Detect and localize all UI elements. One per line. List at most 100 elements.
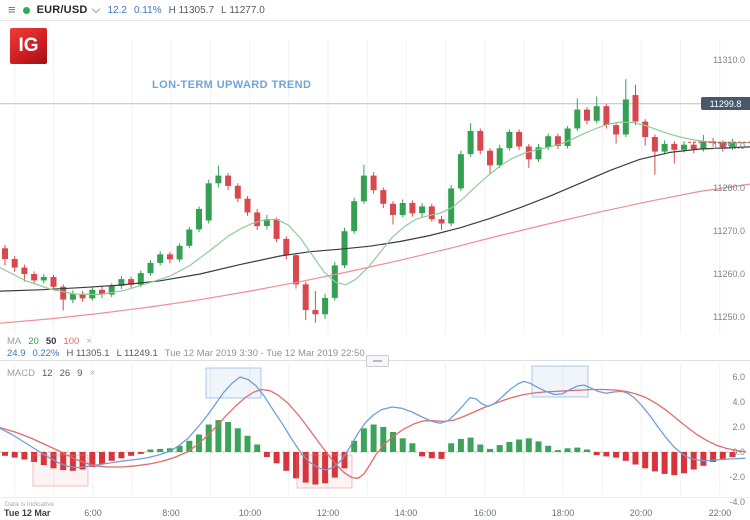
candle-body — [176, 245, 183, 260]
macd-bar — [351, 440, 358, 453]
candle-body — [322, 298, 329, 315]
candle-body — [419, 206, 426, 214]
macd-signal-line — [0, 388, 746, 479]
candle-body — [622, 99, 629, 135]
macd-bar — [710, 452, 717, 462]
candle-body — [128, 279, 135, 285]
macd-bar — [613, 452, 620, 458]
candle-body — [651, 137, 658, 152]
candle-body — [380, 190, 387, 204]
time-tick-label: 6:00 — [84, 508, 102, 518]
ma50-line — [0, 146, 750, 292]
candle-body — [448, 188, 455, 224]
macd-close-icon[interactable]: × — [89, 368, 96, 379]
price-tick-label: 11260.0 — [713, 269, 745, 279]
macd-bar — [157, 448, 164, 452]
candle-body — [196, 208, 202, 230]
macd-bar — [370, 424, 377, 452]
macd-bar — [341, 452, 348, 469]
candle-body — [108, 286, 115, 295]
macd-bar — [535, 441, 542, 452]
candle-body — [487, 150, 493, 166]
ma-legend-name: MA — [7, 336, 22, 347]
trend-annotation-text: LON-TERM UPWARD TREND — [152, 79, 312, 91]
candle-body — [60, 286, 67, 300]
high-label: H — [168, 4, 176, 16]
ma-period-50[interactable]: 50 — [45, 336, 57, 347]
ma-legend: MA 20 50 100 × — [7, 336, 92, 347]
candle-body — [719, 143, 726, 148]
macd-bar — [564, 448, 571, 453]
macd-param-slow[interactable]: 26 — [59, 368, 71, 379]
macd-bar — [700, 452, 707, 466]
candle-body — [535, 147, 542, 160]
macd-bar — [457, 438, 464, 452]
date-label: Tue 12 Mar — [4, 508, 51, 518]
candle-body — [244, 198, 251, 213]
readout-change-pct: 0.22% — [32, 348, 60, 359]
candle-body — [554, 136, 561, 146]
price-tick-label: 11280.0 — [713, 183, 745, 193]
handle-bar-icon — [373, 360, 382, 362]
macd-bar — [283, 452, 290, 471]
panel-collapse-handle[interactable] — [366, 355, 389, 367]
macd-bar — [487, 448, 493, 452]
ma-period-20[interactable]: 20 — [28, 336, 39, 347]
macd-bar — [622, 452, 629, 461]
candle-body — [428, 206, 435, 220]
price-tick-label: 11310.0 — [713, 55, 745, 65]
ma-period-100[interactable]: 100 — [63, 336, 80, 347]
candle-body — [545, 136, 552, 148]
candle-body — [574, 109, 581, 129]
macd-tick-label: 4.0 — [732, 397, 745, 407]
candle-body — [205, 183, 212, 221]
time-axis[interactable]: Data is indicative — [0, 497, 750, 520]
candle-body — [50, 277, 57, 287]
macd-bar — [651, 452, 658, 472]
candle-body — [31, 274, 38, 281]
macd-bar — [409, 443, 416, 453]
ma-close-icon[interactable]: × — [86, 336, 93, 347]
macd-bar — [215, 420, 222, 452]
macd-bar — [69, 452, 76, 471]
macd-bar — [118, 452, 125, 459]
candle-body — [409, 203, 416, 214]
ig-logo: IG — [10, 28, 47, 64]
candle-body — [11, 259, 18, 268]
menu-icon[interactable]: ≡ — [8, 2, 16, 17]
low-value: 11277.0 — [229, 4, 265, 16]
macd-bar — [419, 452, 426, 457]
macd-bar — [719, 452, 726, 459]
candle-body — [457, 154, 464, 189]
candle-body — [283, 238, 290, 256]
macd-param-signal[interactable]: 9 — [77, 368, 83, 379]
macd-legend-name: MACD — [7, 368, 35, 379]
last-price-badge: 11299.8 — [701, 97, 750, 110]
macd-param-fast[interactable]: 12 — [41, 368, 53, 379]
macd-bar — [147, 449, 154, 452]
macd-tick-label: 0.0 — [732, 447, 745, 457]
macd-bar — [380, 427, 387, 452]
high-value: 11305.7 — [178, 4, 215, 16]
macd-chart-canvas[interactable] — [0, 362, 750, 497]
candle-body — [157, 254, 164, 263]
candle-body — [351, 201, 358, 232]
instrument-name[interactable]: EUR/USD — [36, 4, 88, 16]
macd-bar — [525, 438, 532, 453]
macd-bar — [128, 452, 135, 456]
macd-bar — [186, 440, 193, 453]
time-tick-label: 20:00 — [629, 508, 653, 518]
readout-range: Tue 12 Mar 2019 3:30 - Tue 12 Mar 2019 2… — [164, 348, 365, 359]
price-chart-canvas[interactable] — [0, 22, 750, 360]
chevron-down-icon[interactable] — [91, 4, 100, 13]
macd-bar — [516, 439, 523, 452]
candle-body — [40, 277, 47, 281]
macd-bar — [176, 445, 183, 453]
candle-body — [506, 131, 513, 149]
candle-body — [99, 289, 105, 295]
data-indicative-note: Data is indicative — [5, 501, 55, 508]
macd-bar — [108, 452, 115, 461]
time-tick-label: 12:00 — [316, 508, 340, 518]
macd-bar — [584, 449, 590, 452]
readout-high: H 11305.1 — [66, 348, 110, 359]
